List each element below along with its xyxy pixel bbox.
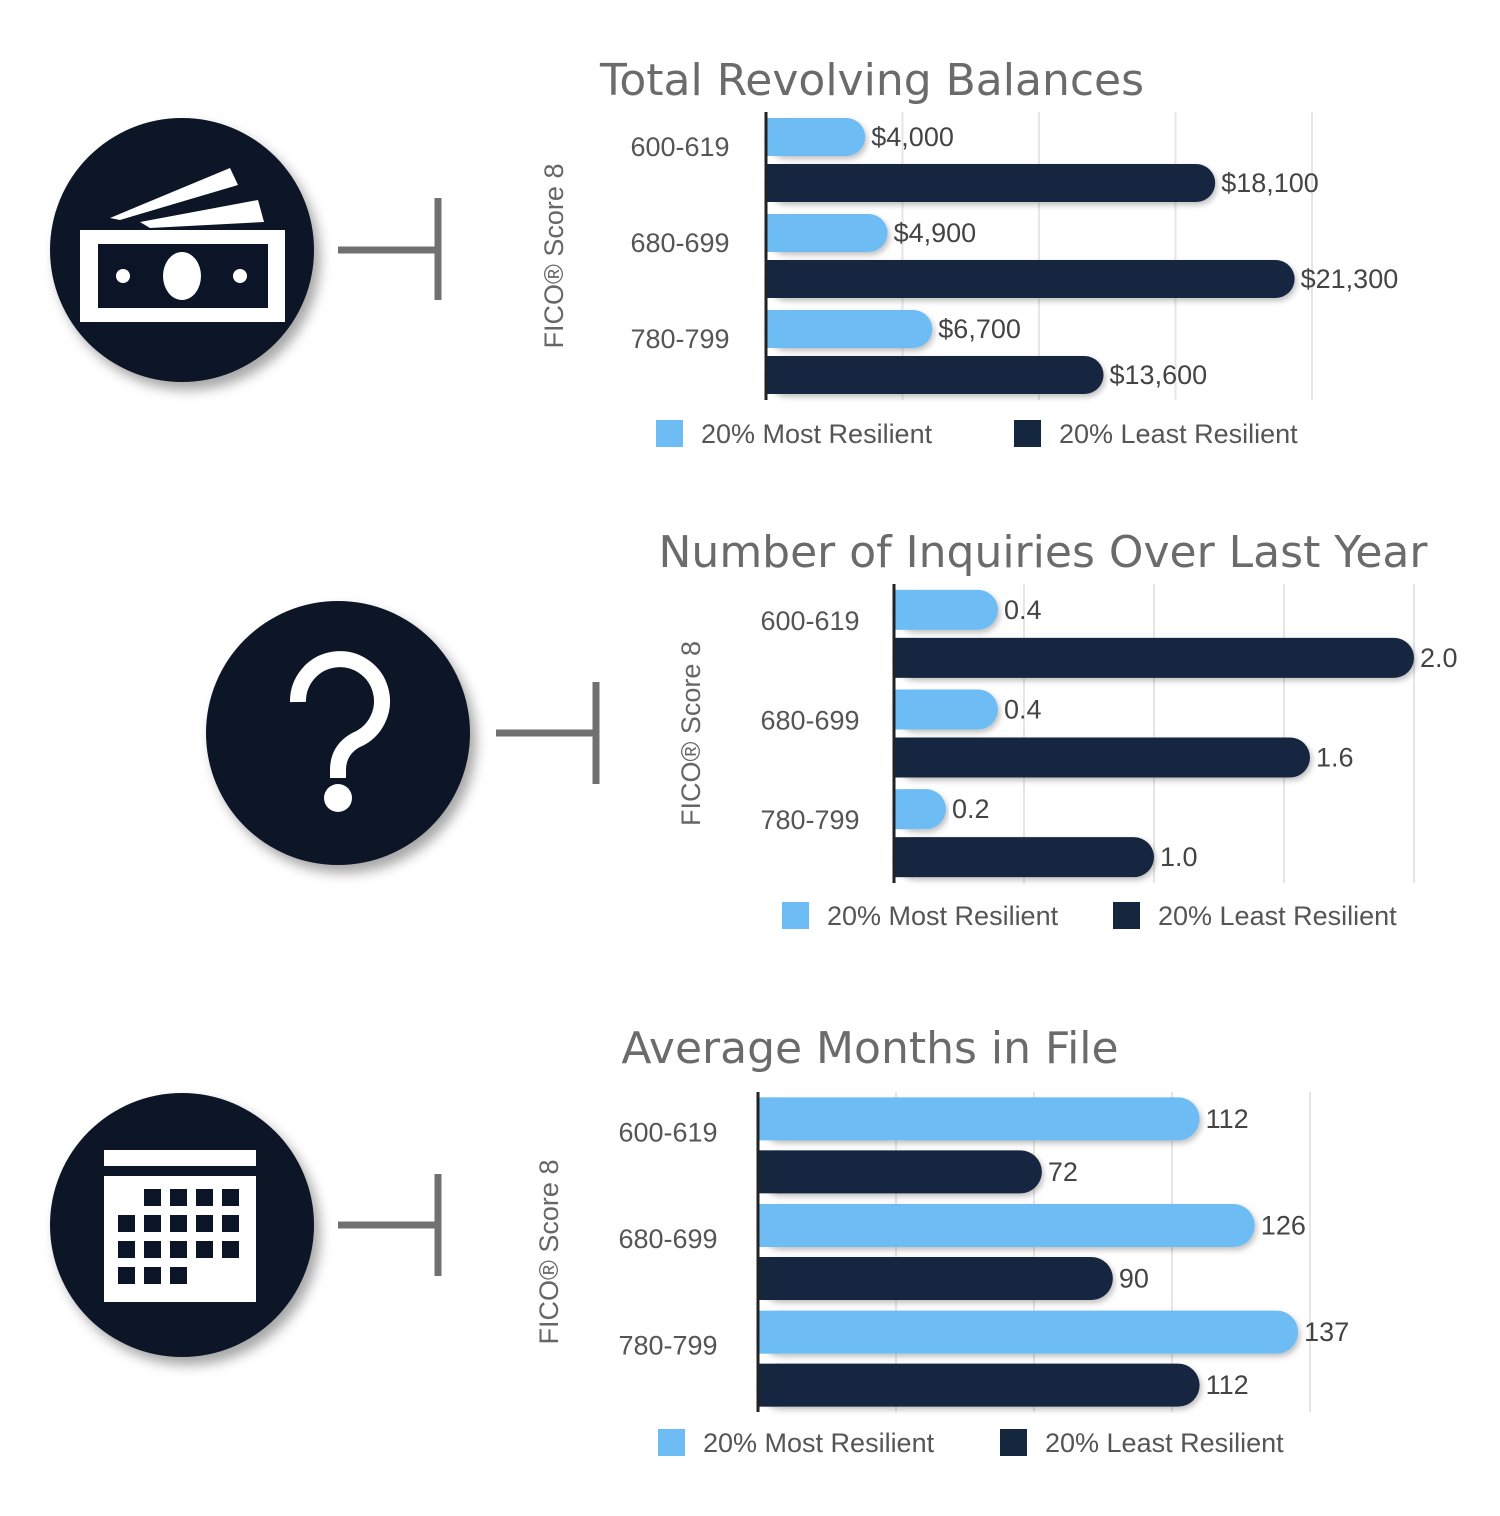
data-label: $4,900 [894,218,977,248]
chart-title: Total Revolving Balances [599,55,1144,106]
bar-most-resilient [894,689,998,730]
connector-1 [338,198,442,300]
bar-base [894,737,914,778]
bar-base [758,1363,780,1407]
bar-most-resilient [766,310,933,348]
y-axis-label: FICO® Score 8 [534,1160,564,1345]
bar-least-resilient [894,737,1310,778]
chart-1: Total Revolving Balances FICO® Score 8 600… [539,55,1398,449]
data-label: $21,300 [1301,264,1399,294]
bar-most-resilient [894,589,998,630]
bar-most-resilient [758,1310,1299,1354]
bar-base [758,1257,780,1300]
bar-least-resilient [766,260,1295,298]
data-label: $6,700 [938,314,1021,344]
legend-swatch [1113,902,1140,929]
chart-3: Average Months in File FICO® Score 8 600-6… [534,1023,1349,1458]
charts: Total Revolving Balances FICO® Score 8 600… [534,55,1458,1458]
bar-base [758,1204,780,1247]
bar-most-resilient [766,214,888,252]
bar-base [766,310,785,348]
bar-base [766,118,785,156]
bar-least-resilient [766,356,1104,394]
bar-base [766,164,785,202]
bar-base [894,837,914,878]
legend-swatch [782,902,809,929]
bar-base [758,1310,780,1354]
data-label: 112 [1206,1104,1249,1134]
data-label: 90 [1119,1264,1149,1294]
category-label: 680-699 [630,228,729,258]
bar-base [894,689,914,730]
data-label: 137 [1304,1317,1349,1347]
legend-label: 20% Least Resilient [1158,901,1397,931]
data-label: $18,100 [1221,168,1319,198]
bar-base [894,589,914,630]
bar-base [766,356,785,394]
bar-base [894,637,914,678]
category-label: 780-799 [630,324,729,354]
category-label: 780-799 [760,805,859,835]
question-mark-icon [206,601,470,865]
bar-most-resilient [758,1097,1200,1141]
legend: 20% Most Resilient 20% Least Resilient [782,901,1397,931]
bar-base [758,1097,780,1141]
category-label: 680-699 [618,1224,717,1254]
bar-base [894,789,914,830]
data-label: 126 [1261,1211,1306,1241]
y-axis-label: FICO® Score 8 [676,641,706,826]
chart-2: Number of Inquiries Over Last Year FICO® … [659,527,1458,931]
legend-label: 20% Most Resilient [701,419,933,449]
calendar-icon [50,1093,314,1357]
chart-title: Average Months in File [621,1023,1118,1074]
connector-2 [496,682,600,784]
bar-least-resilient [894,837,1154,878]
data-label: 112 [1206,1370,1249,1400]
legend-label: 20% Most Resilient [703,1428,935,1458]
data-label: 1.6 [1316,743,1354,773]
bar-most-resilient [758,1204,1255,1247]
data-label: $13,600 [1110,360,1208,390]
y-axis-label: FICO® Score 8 [539,164,569,349]
bar-least-resilient [766,164,1216,202]
legend-swatch [1000,1429,1027,1456]
data-label: $4,000 [871,122,954,152]
bar-base [758,1150,780,1194]
bar-most-resilient [766,118,866,156]
category-label: 780-799 [618,1331,717,1361]
bar-base [766,260,785,298]
legend-label: 20% Least Resilient [1045,1428,1284,1458]
bar-least-resilient [894,637,1414,678]
legend-swatch [658,1429,685,1456]
data-label: 1.0 [1160,842,1198,872]
data-label: 0.4 [1004,695,1042,725]
category-label: 600-619 [618,1117,717,1147]
legend-swatch [656,420,683,447]
legend-label: 20% Most Resilient [827,901,1059,931]
legend-swatch [1014,420,1041,447]
data-label: 2.0 [1420,643,1458,673]
data-label: 0.4 [1004,595,1042,625]
category-label: 600-619 [760,606,859,636]
money-icon [50,118,314,382]
connector-3 [338,1174,442,1276]
legend: 20% Most Resilient 20% Least Resilient [656,419,1298,449]
data-label: 72 [1048,1157,1078,1187]
legend-label: 20% Least Resilient [1059,419,1298,449]
bar-base [766,214,785,252]
data-label: 0.2 [952,794,990,824]
chart-title: Number of Inquiries Over Last Year [659,527,1429,578]
category-label: 680-699 [760,706,859,736]
category-label: 600-619 [630,132,729,162]
bar-least-resilient [758,1150,1042,1194]
legend: 20% Most Resilient 20% Least Resilient [658,1428,1284,1458]
bar-least-resilient [758,1363,1200,1407]
bar-least-resilient [758,1257,1113,1300]
